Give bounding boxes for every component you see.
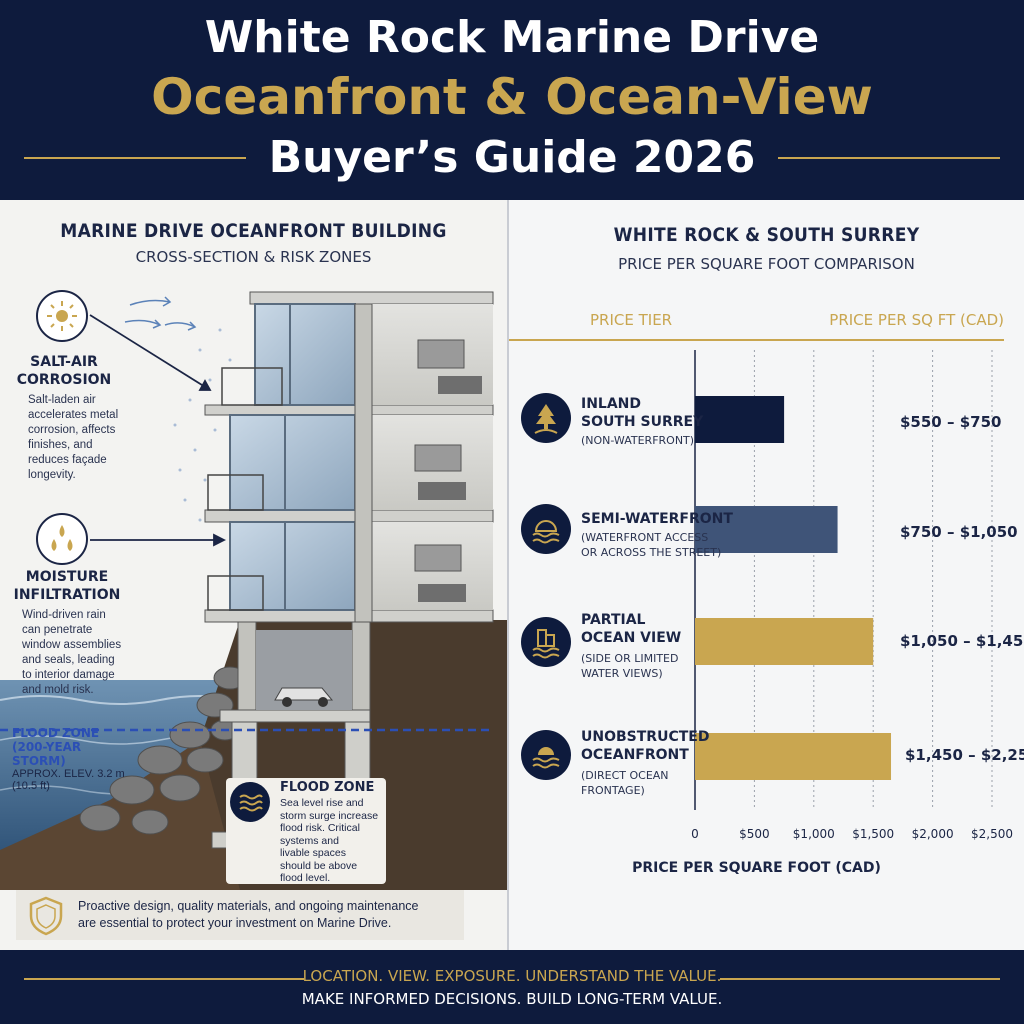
header-banner: White Rock Marine Drive Oceanfront & Oce…	[0, 0, 1024, 200]
salt-air-description: Salt-laden air accelerates metal corrosi…	[28, 394, 119, 481]
risk-pointer-arrows	[89, 314, 227, 547]
bar-1	[695, 506, 838, 553]
price-range-unobstructed: $1,450 – $2,250+	[905, 746, 1024, 764]
tier-note: (NON-WATERFRONT)	[581, 434, 695, 447]
tier-row-unobstructed-oceanfront: UNOBSTRUCTED OCEANFRONT (DIRECT OCEAN FR…	[509, 729, 1024, 800]
droplets-icon	[36, 513, 88, 565]
price-range-partial-ocean-view: $1,050 – $1,450	[900, 632, 1024, 650]
salt-spray	[173, 328, 232, 522]
col-header-price: PRICE PER SQ FT (CAD)	[829, 311, 1004, 329]
footer-banner: LOCATION. VIEW. EXPOSURE. UNDERSTAND THE…	[0, 950, 1024, 1024]
maintenance-note-text: Proactive design, quality materials, and…	[78, 899, 419, 930]
footer-rule-right	[720, 978, 1000, 980]
price-range-inland: $550 – $750	[900, 413, 1002, 431]
moisture-title: MOISTURE INFILTRATION	[13, 569, 121, 603]
flood-zone-callout: FLOOD ZONE Sea level rise and storm surg…	[226, 778, 386, 884]
x-tick-label: 0	[691, 827, 699, 841]
building-waves-icon	[521, 617, 571, 667]
waves-icon	[230, 782, 270, 822]
x-tick-label: $1,500	[852, 827, 894, 841]
tier-row-semi-waterfront: SEMI-WATERFRONT (WATERFRONT ACCESS OR AC…	[509, 504, 1024, 564]
salt-air-title: SALT-AIR CORROSION	[16, 354, 112, 388]
building-illustration	[0, 291, 507, 890]
title-line-1: White Rock Marine Drive	[204, 12, 820, 63]
flood-callout-title: FLOOD ZONE	[280, 780, 375, 795]
right-panel-subtitle: PRICE PER SQUARE FOOT COMPARISON	[618, 255, 915, 273]
right-panel-title: WHITE ROCK & SOUTH SURREY	[613, 224, 920, 246]
price-range-semi-waterfront: $750 – $1,050	[900, 523, 1018, 541]
left-panel-subtitle: CROSS-SECTION & RISK ZONES	[135, 248, 372, 266]
tier-row-inland: INLAND SOUTH SURREY (NON-WATERFRONT)	[509, 393, 1024, 453]
building-shape	[204, 291, 494, 849]
x-tick-label: $500	[739, 827, 770, 841]
building-cross-section-panel: MARINE DRIVE OCEANFRONT BUILDING CROSS-S…	[0, 200, 507, 950]
bar-3	[695, 733, 892, 780]
sunrise-icon	[521, 504, 571, 554]
bar-2	[695, 618, 874, 665]
tier-name: PARTIAL OCEAN VIEW	[581, 612, 682, 646]
tier-note: (WATERFRONT ACCESS OR ACROSS THE STREET)	[581, 531, 722, 559]
col-header-rule	[509, 339, 1004, 341]
tree-icon	[521, 393, 571, 443]
panel-divider	[507, 200, 509, 950]
tier-note: (DIRECT OCEAN FRONTAGE)	[581, 769, 669, 797]
x-tick-label: $2,000	[912, 827, 954, 841]
title-line-3: Buyer’s Guide 2026	[268, 132, 756, 183]
col-header-tier: PRICE TIER	[590, 311, 673, 329]
tier-name: INLAND SOUTH SURREY	[581, 396, 704, 430]
x-tick-label: $2,500	[971, 827, 1013, 841]
title-line-2: Oceanfront & Ocean-View	[151, 68, 873, 126]
maintenance-note: Proactive design, quality materials, and…	[16, 890, 464, 940]
flood-callout-text: Sea level rise and storm surge increase …	[280, 797, 379, 884]
title-rule-right	[778, 157, 1000, 159]
moisture-description: Wind-driven rain can penetrate window as…	[22, 609, 122, 696]
sun-icon	[36, 290, 88, 342]
footer-tagline: LOCATION. VIEW. EXPOSURE. UNDERSTAND THE…	[302, 967, 722, 985]
wind-arrows	[124, 296, 197, 331]
bar-0	[695, 396, 785, 443]
price-bar-chart: 0 $500 $1,000 $1,500 $2,000 $2,500	[691, 350, 1013, 841]
x-tick-label: $1,000	[793, 827, 835, 841]
left-panel-title: MARINE DRIVE OCEANFRONT BUILDING	[60, 220, 447, 242]
ocean-sun-icon	[521, 730, 571, 780]
tier-name: UNOBSTRUCTED OCEANFRONT	[581, 729, 710, 763]
tier-row-partial-ocean-view: PARTIAL OCEAN VIEW (SIDE OR LIMITED WATE…	[509, 612, 1024, 687]
tier-note: (SIDE OR LIMITED WATER VIEWS)	[581, 652, 679, 680]
footer-message: MAKE INFORMED DECISIONS. BUILD LONG-TERM…	[301, 990, 723, 1008]
flood-zone-label: FLOOD ZONE (200-YEAR STORM) APPROX. ELEV…	[12, 726, 125, 792]
tier-name: SEMI-WATERFRONT	[581, 511, 733, 527]
shield-icon	[28, 896, 64, 936]
x-axis-label: PRICE PER SQUARE FOOT (CAD)	[632, 860, 881, 876]
footer-rule-left	[24, 978, 304, 980]
price-comparison-panel: WHITE ROCK & SOUTH SURREY PRICE PER SQUA…	[509, 200, 1024, 950]
title-rule-left	[24, 157, 246, 159]
